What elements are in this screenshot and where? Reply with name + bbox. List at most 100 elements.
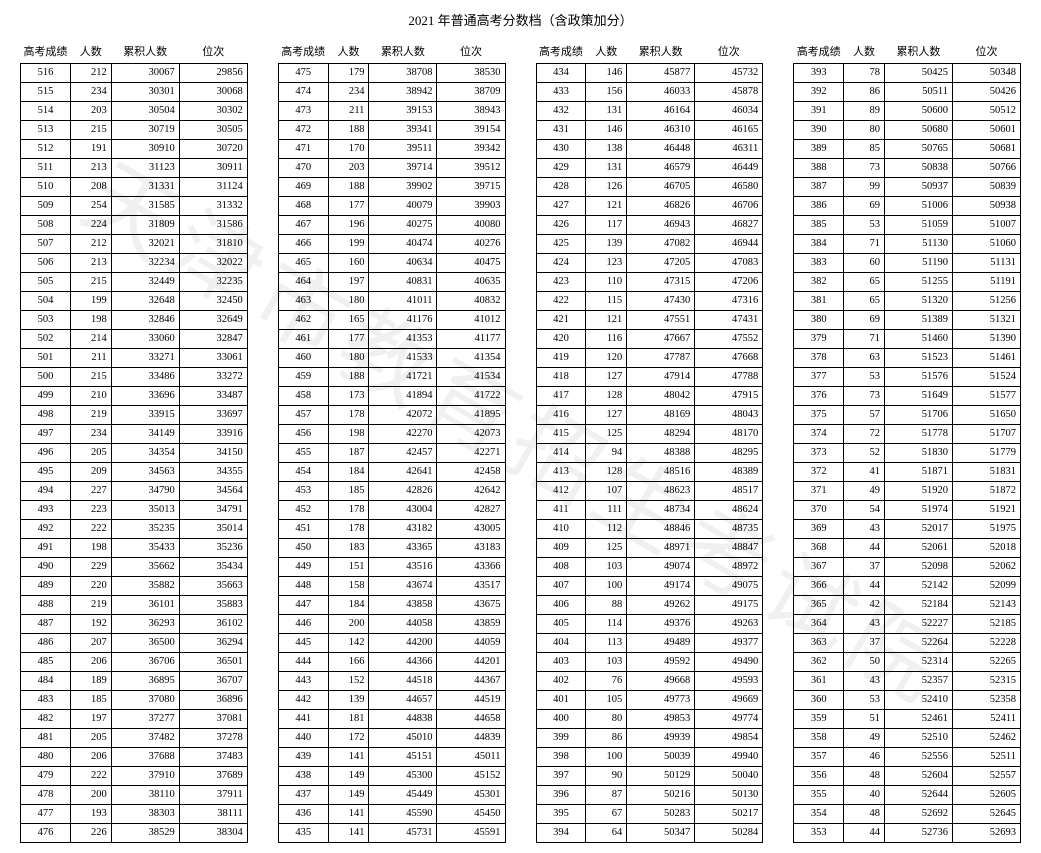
cell: 52510: [884, 729, 952, 748]
cell: 32022: [179, 254, 247, 273]
cell: 65: [844, 292, 885, 311]
cell: 52462: [952, 729, 1020, 748]
cell: 113: [586, 634, 627, 653]
cell: 49939: [627, 729, 695, 748]
cell: 103: [586, 558, 627, 577]
cell: 40276: [437, 235, 505, 254]
table-row: 383605119051131: [794, 254, 1021, 273]
cell: 46164: [627, 102, 695, 121]
cell: 47430: [627, 292, 695, 311]
cell: 358: [794, 729, 844, 748]
cell: 67: [586, 805, 627, 824]
table-row: 5072123202131810: [21, 235, 248, 254]
table-row: 374725177851707: [794, 425, 1021, 444]
table-row: 4291314657946449: [536, 159, 763, 178]
cell: 390: [794, 121, 844, 140]
cell: 497: [21, 425, 71, 444]
cell: 166: [328, 653, 369, 672]
cell: 212: [70, 235, 111, 254]
cell: 504: [21, 292, 71, 311]
cell: 398: [536, 748, 586, 767]
cell: 50284: [695, 824, 763, 843]
cell: 42826: [369, 482, 437, 501]
cell: 45010: [369, 729, 437, 748]
table-row: 4902293566235434: [21, 558, 248, 577]
cell: 73: [844, 159, 885, 178]
cell: 491: [21, 539, 71, 558]
cell: 46706: [695, 197, 763, 216]
cell: 434: [536, 64, 586, 83]
table-row: 4611774135341177: [278, 330, 505, 349]
cell: 212: [70, 64, 111, 83]
cell: 222: [70, 520, 111, 539]
cell: 42: [844, 596, 885, 615]
cell: 39341: [369, 121, 437, 140]
cell: 37080: [111, 691, 179, 710]
cell: 41011: [369, 292, 437, 311]
cell: 48294: [627, 425, 695, 444]
cell: 52645: [952, 805, 1020, 824]
cell: 484: [21, 672, 71, 691]
cell: 49262: [627, 596, 695, 615]
cell: 510: [21, 178, 71, 197]
cell: 40275: [369, 216, 437, 235]
cell: 99: [844, 178, 885, 197]
cell: 459: [278, 368, 328, 387]
cell: 42458: [437, 463, 505, 482]
cell: 495: [21, 463, 71, 482]
table-row: 4171284804247915: [536, 387, 763, 406]
cell: 37688: [111, 748, 179, 767]
table-row: 387995093750839: [794, 178, 1021, 197]
cell: 415: [536, 425, 586, 444]
cell: 33060: [111, 330, 179, 349]
cell: 32649: [179, 311, 247, 330]
cell: 355: [794, 786, 844, 805]
cell: 473: [278, 102, 328, 121]
cell: 49263: [695, 615, 763, 634]
col-header: 高考成绩: [21, 39, 71, 64]
cell: 50681: [952, 140, 1020, 159]
cell: 37081: [179, 710, 247, 729]
cell: 50129: [627, 767, 695, 786]
cell: 138: [586, 140, 627, 159]
cell: 226: [70, 824, 111, 843]
cell: 52604: [884, 767, 952, 786]
cell: 381: [794, 292, 844, 311]
cell: 50283: [627, 805, 695, 824]
score-table: 高考成绩人数累积人数位次4341464587745732433156460334…: [536, 39, 764, 843]
cell: 36501: [179, 653, 247, 672]
cell: 48735: [695, 520, 763, 539]
cell: 40: [844, 786, 885, 805]
cell: 47915: [695, 387, 763, 406]
cell: 38111: [179, 805, 247, 824]
cell: 397: [536, 767, 586, 786]
cell: 443: [278, 672, 328, 691]
cell: 45151: [369, 748, 437, 767]
table-row: 384715113051060: [794, 235, 1021, 254]
cell: 49: [844, 729, 885, 748]
cell: 442: [278, 691, 328, 710]
cell: 38530: [437, 64, 505, 83]
cell: 193: [70, 805, 111, 824]
table-row: 4091254897148847: [536, 539, 763, 558]
cell: 490: [21, 558, 71, 577]
table-row: 4871923629336102: [21, 615, 248, 634]
cell: 49490: [695, 653, 763, 672]
cell: 47551: [627, 311, 695, 330]
cell: 29856: [179, 64, 247, 83]
cell: 203: [328, 159, 369, 178]
cell: 31124: [179, 178, 247, 197]
cell: 41895: [437, 406, 505, 425]
cell: 50039: [627, 748, 695, 767]
cell: 477: [21, 805, 71, 824]
cell: 508: [21, 216, 71, 235]
cell: 87: [586, 786, 627, 805]
cell: 51060: [952, 235, 1020, 254]
cell: 50512: [952, 102, 1020, 121]
table-row: 4231104731547206: [536, 273, 763, 292]
cell: 43: [844, 520, 885, 539]
cell: 44201: [437, 653, 505, 672]
cell: 485: [21, 653, 71, 672]
table-row: 4471844385843675: [278, 596, 505, 615]
table-row: 399864993949854: [536, 729, 763, 748]
